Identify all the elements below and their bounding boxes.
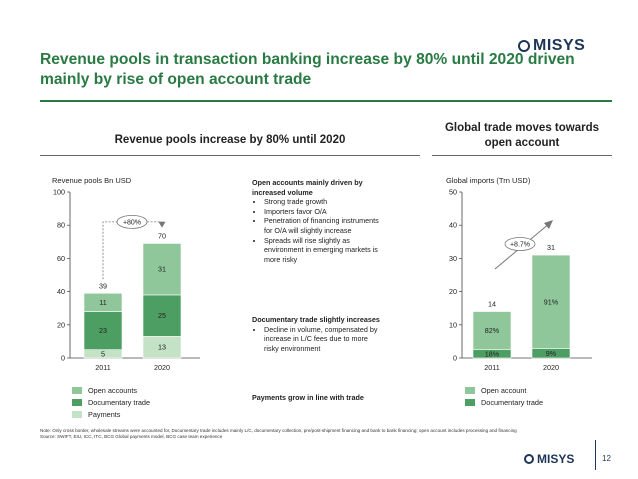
data-label: 23 [99, 326, 107, 335]
page-title: Revenue pools in transaction banking inc… [40, 51, 575, 88]
title-divider [40, 100, 612, 102]
legend-swatch [72, 399, 82, 406]
x-tick-label: 2020 [543, 363, 559, 372]
y-tick-label: 10 [449, 320, 457, 329]
legend-label: Open account [481, 386, 527, 395]
growth-badge [116, 214, 148, 229]
x-tick-label: 2020 [154, 363, 170, 372]
data-label: 13 [158, 343, 166, 352]
note-block-documentary-trade: Documentary trade slightly increases Dec… [252, 315, 382, 353]
data-label: 18% [485, 349, 500, 358]
growth-badge [504, 237, 536, 251]
y-tick-label: 40 [57, 287, 65, 296]
data-label: 31 [158, 265, 166, 274]
y-tick-label: 80 [57, 221, 65, 230]
note-heading: Documentary trade slightly increases [252, 315, 380, 324]
note-bullet: Importers favor O/A [264, 207, 382, 217]
legend-swatch [72, 387, 82, 394]
x-tick-label: 2011 [95, 363, 110, 372]
y-tick-label: 0 [453, 354, 457, 363]
note-block-payments: Payments grow in line with trade [252, 393, 382, 403]
y-tick-label: 50 [449, 188, 457, 197]
growth-label: +80% [123, 219, 141, 226]
total-label: 31 [547, 243, 555, 252]
legend-item-open-account: Open account [465, 386, 526, 395]
logo-ring-icon [524, 454, 534, 464]
note-heading: Open accounts mainly driven by increased… [252, 178, 363, 197]
left-chart-axis-label: Revenue pools Bn USD [52, 176, 132, 185]
bar-segment-open-accounts [83, 292, 123, 312]
legend-label: Open accounts [88, 386, 138, 395]
misys-logo: MISYS [518, 37, 585, 55]
right-chart-axis-label: Global imports (Trn USD) [446, 176, 531, 185]
note-block-open-accounts: Open accounts mainly driven by increased… [252, 178, 382, 264]
legend-swatch [465, 387, 475, 394]
right-stacked-bar-chart: 0 10 20 30 40 50 18% 82% 14 2011 9% 91% 31 2020 +8.7% [449, 188, 592, 372]
legend-item-documentary-trade: Documentary trade [465, 398, 543, 407]
bar-segment-open-accounts [142, 243, 182, 296]
legend-swatch [465, 399, 475, 406]
logo-text: MISYS [533, 37, 586, 54]
note-bullet: Decline in volume, compensated by increa… [264, 325, 382, 354]
y-tick-label: 0 [61, 354, 65, 363]
total-label: 70 [158, 231, 166, 240]
legend-label: Payments [88, 410, 121, 419]
total-label: 14 [488, 300, 496, 309]
growth-bracket [102, 221, 163, 280]
left-panel-divider [40, 155, 420, 156]
footnote: Note: Only cross border, wholesale strea… [40, 428, 517, 439]
legend-item-open-accounts: Open accounts [72, 386, 137, 395]
left-stacked-bar-chart: 0 20 40 60 80 100 5 23 11 39 2011 13 25 31 70 2020 +80% [53, 188, 200, 372]
right-panel-heading: Global trade moves towards open account [444, 122, 599, 149]
bar-segment-open-account [472, 311, 512, 350]
legend-label: Documentary trade [481, 398, 544, 407]
y-tick-label: 20 [449, 287, 457, 296]
legend-label: Documentary trade [88, 398, 151, 407]
arrow-head-icon [544, 220, 553, 229]
y-tick-label: 40 [449, 221, 457, 230]
legend-item-payments: Payments [72, 410, 120, 419]
logo-ring-icon [518, 40, 530, 52]
logo-text: MISYS [537, 452, 575, 466]
data-label: 82% [485, 326, 500, 335]
footer-logo: MISYS [524, 452, 574, 466]
note-bullet: Spreads will rise slightly as environmen… [264, 236, 382, 265]
data-label: 11 [99, 298, 106, 307]
legend-swatch [72, 411, 82, 418]
page-number: 12 [602, 454, 611, 463]
note-heading: Payments grow in line with trade [252, 393, 364, 402]
y-tick-label: 20 [57, 320, 65, 329]
data-label: 25 [158, 311, 166, 320]
data-label: 9% [546, 349, 557, 358]
y-tick-label: 100 [53, 188, 65, 197]
growth-label: +8.7% [510, 242, 530, 249]
right-panel-divider [432, 155, 612, 156]
y-tick-label: 60 [57, 254, 65, 263]
data-label: 5 [101, 349, 105, 358]
data-label: 91% [544, 297, 559, 306]
note-bullet: Strong trade growth [264, 197, 382, 207]
legend-item-documentary-trade: Documentary trade [72, 398, 150, 407]
note-bullet: Penetration of financing instruments for… [264, 216, 382, 235]
total-label: 39 [99, 281, 107, 290]
y-tick-label: 30 [449, 254, 457, 263]
bar-segment-open-account [531, 254, 571, 350]
x-tick-label: 2011 [484, 363, 499, 372]
bar-segment-documentary-trade [142, 294, 182, 337]
arrow-head-icon [158, 221, 166, 228]
footer-divider [595, 440, 596, 470]
left-panel-heading: Revenue pools increase by 80% until 2020 [114, 134, 346, 146]
